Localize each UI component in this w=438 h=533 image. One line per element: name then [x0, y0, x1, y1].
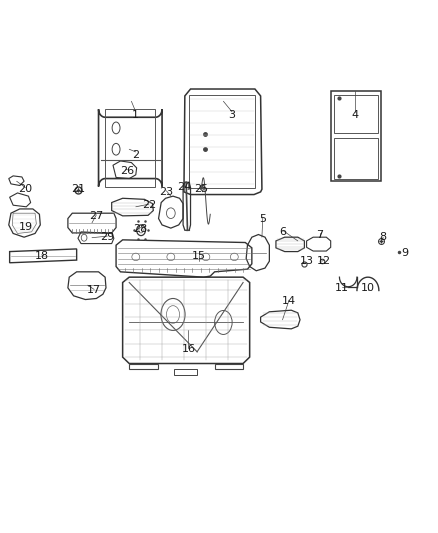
Text: 20: 20	[18, 184, 32, 194]
Text: 19: 19	[19, 222, 33, 231]
Text: 14: 14	[282, 296, 296, 306]
Text: 7: 7	[316, 230, 323, 239]
Text: 1: 1	[132, 110, 139, 119]
Text: 5: 5	[259, 214, 266, 223]
Text: 27: 27	[89, 211, 103, 221]
Text: 13: 13	[300, 256, 314, 266]
Text: 24: 24	[177, 182, 191, 191]
Text: 12: 12	[317, 256, 331, 266]
Text: 2: 2	[132, 150, 139, 159]
Text: 11: 11	[335, 283, 349, 293]
Text: 22: 22	[142, 200, 156, 210]
Text: 8: 8	[380, 232, 387, 242]
Text: 21: 21	[71, 184, 85, 194]
Text: 4: 4	[351, 110, 358, 119]
Text: 26: 26	[120, 166, 134, 175]
Text: 16: 16	[181, 344, 195, 354]
Text: 9: 9	[402, 248, 409, 258]
Text: 3: 3	[229, 110, 236, 119]
Text: 25: 25	[194, 184, 208, 194]
Text: 15: 15	[192, 251, 206, 261]
Text: 29: 29	[100, 232, 114, 242]
Text: 28: 28	[133, 224, 147, 234]
Text: 17: 17	[87, 286, 101, 295]
Text: 23: 23	[159, 187, 173, 197]
Text: 18: 18	[35, 251, 49, 261]
Text: 6: 6	[279, 227, 286, 237]
Text: 10: 10	[361, 283, 375, 293]
